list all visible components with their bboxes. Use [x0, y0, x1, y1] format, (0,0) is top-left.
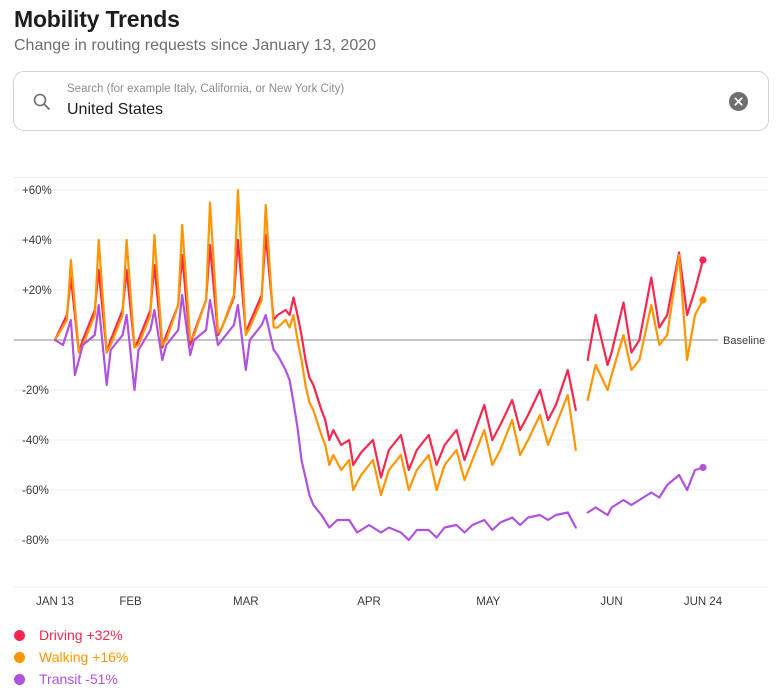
- legend-label-transit: Transit -51%: [39, 671, 118, 687]
- y-tick-label: +60%: [22, 185, 52, 197]
- legend-dot-transit: [14, 673, 25, 685]
- series-lines: [53, 188, 707, 542]
- clear-icon: [734, 97, 743, 106]
- legend-dot-walking: [14, 651, 25, 663]
- driving-line-recent: [586, 251, 705, 367]
- page-subtitle: Change in routing requests since January…: [14, 37, 377, 54]
- search-box[interactable]: Search (for example Italy, California, o…: [13, 71, 769, 131]
- driving-end-point: [699, 256, 707, 264]
- x-tick-label: APR: [357, 596, 381, 608]
- walking-line: [53, 188, 577, 497]
- clear-button[interactable]: [729, 92, 748, 111]
- y-tick-label: -20%: [22, 385, 49, 397]
- page-title: Mobility Trends: [14, 6, 180, 32]
- x-tick-label: FEB: [119, 596, 142, 608]
- search-input[interactable]: [67, 101, 667, 119]
- y-tick-label: -80%: [22, 535, 49, 547]
- driving-line: [53, 233, 577, 479]
- mobility-chart: +60% +40% +20% -20% -40% -60% -80% Baseline JAN …: [14, 177, 768, 608]
- walking-line-recent: [586, 253, 705, 402]
- search-icon: [33, 93, 50, 110]
- legend-item-driving: Driving +32%: [14, 624, 128, 646]
- transit-line: [53, 293, 577, 542]
- x-tick-label: JUN 24: [684, 596, 723, 608]
- y-tick-label: +20%: [22, 285, 52, 297]
- baseline-label: Baseline: [723, 335, 765, 347]
- x-tick-label: JUN: [600, 596, 622, 608]
- y-tick-label: -40%: [22, 435, 49, 447]
- search-placeholder: Search (for example Italy, California, o…: [67, 83, 345, 95]
- axis-labels: +60% +40% +20% -20% -40% -60% -80% Baseline JAN …: [22, 185, 765, 608]
- legend-label-driving: Driving +32%: [39, 627, 123, 643]
- legend-dot-driving: [14, 629, 25, 641]
- transit-end-point: [699, 463, 707, 472]
- legend-item-transit: Transit -51%: [14, 668, 128, 690]
- legend-label-walking: Walking +16%: [39, 649, 129, 665]
- legend-item-walking: Walking +16%: [14, 646, 128, 668]
- legend: Driving +32% Walking +16% Transit -51%: [14, 624, 128, 690]
- transit-line-recent: [586, 466, 705, 517]
- x-tick-label: MAY: [476, 596, 500, 608]
- walking-end-point: [699, 296, 707, 304]
- y-tick-label: -60%: [22, 485, 49, 497]
- x-tick-label: MAR: [233, 596, 259, 608]
- y-tick-label: +40%: [22, 235, 52, 247]
- grid: [14, 177, 768, 588]
- x-tick-label: JAN 13: [36, 596, 74, 608]
